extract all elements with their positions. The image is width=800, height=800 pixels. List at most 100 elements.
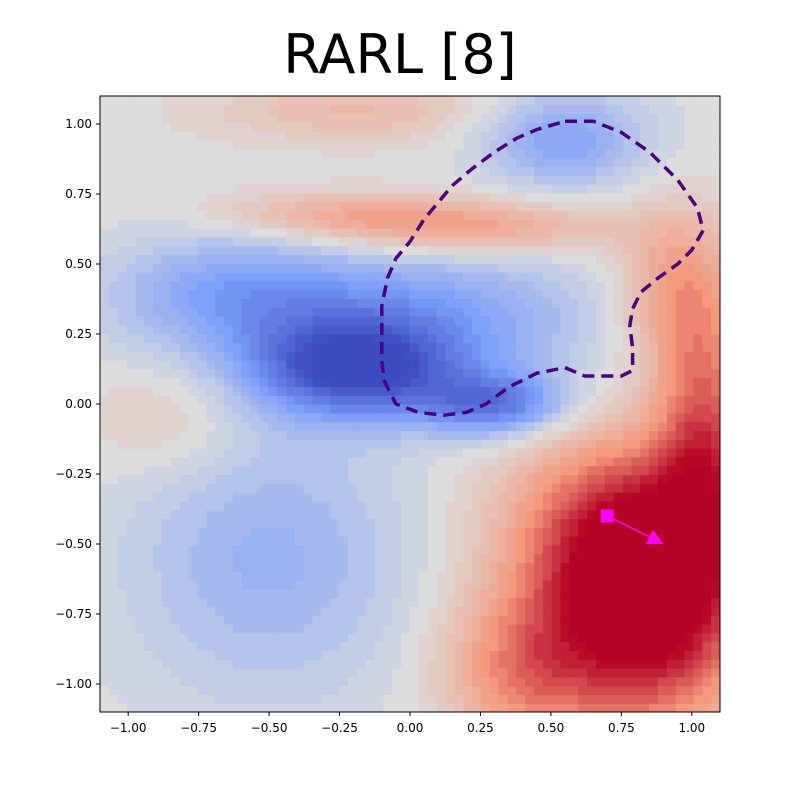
heat-cell — [126, 456, 137, 467]
heat-cell — [144, 122, 154, 132]
heat-cell — [286, 456, 296, 467]
heat-cell — [587, 456, 597, 467]
heat-cell — [241, 289, 252, 299]
heat-cell — [472, 333, 482, 343]
heat-cell — [215, 448, 225, 458]
heat-cell — [268, 421, 278, 431]
heat-cell — [250, 685, 261, 695]
heat-cell — [596, 632, 606, 643]
heat-cell — [224, 650, 234, 660]
heat-cell — [410, 254, 420, 264]
heat-cell — [622, 571, 633, 581]
heat-cell — [153, 236, 163, 247]
heat-cell — [268, 368, 278, 379]
heat-cell — [250, 404, 261, 414]
heat-cell — [392, 272, 402, 282]
heat-cell — [108, 500, 119, 511]
heat-cell — [135, 606, 145, 616]
heat-cell — [684, 518, 695, 528]
heat-cell — [232, 544, 243, 555]
heat-cell — [578, 650, 588, 660]
heat-cell — [259, 316, 269, 326]
heat-cell — [489, 386, 500, 396]
heat-cell — [693, 509, 703, 519]
heat-cell — [303, 351, 314, 361]
heat-cell — [312, 412, 323, 423]
heat-cell — [356, 360, 367, 370]
heat-cell — [170, 465, 181, 475]
heat-cell — [126, 650, 137, 660]
heat-cell — [277, 210, 287, 220]
heat-cell — [153, 527, 163, 537]
heat-cell — [197, 492, 207, 502]
heat-cell — [356, 483, 367, 493]
heat-cell — [277, 448, 287, 458]
heat-cell — [622, 404, 633, 414]
heat-cell — [170, 606, 181, 616]
heat-cell — [144, 492, 154, 502]
heat-cell — [551, 122, 562, 132]
heat-cell — [711, 377, 720, 387]
heat-cell — [436, 562, 447, 572]
heat-cell — [711, 500, 720, 511]
heat-cell — [321, 421, 331, 431]
heat-cell — [569, 588, 579, 599]
heat-cell — [711, 668, 720, 678]
heat-cell — [170, 166, 181, 176]
heat-cell — [649, 386, 659, 396]
heat-cell — [560, 456, 571, 467]
heat-cell — [108, 659, 119, 669]
heat-cell — [100, 685, 110, 695]
heat-cell — [445, 175, 455, 185]
heat-cell — [232, 131, 243, 141]
heat-cell — [684, 201, 695, 211]
heat-cell — [569, 228, 579, 238]
heat-cell — [569, 184, 579, 194]
heat-cell — [144, 641, 154, 651]
heat-cell — [658, 676, 668, 687]
heat-cell — [206, 632, 216, 643]
heat-cell — [542, 201, 553, 211]
heat-cell — [418, 316, 429, 326]
heat-cell — [666, 289, 677, 299]
heat-cell — [294, 703, 305, 712]
heat-cell — [525, 104, 535, 115]
heat-cell — [507, 201, 517, 211]
heat-cell — [551, 456, 562, 467]
heat-cell — [463, 430, 473, 440]
heat-cell — [507, 421, 517, 431]
heat-cell — [658, 254, 668, 264]
heat-cell — [330, 659, 340, 669]
heat-cell — [454, 157, 464, 167]
heat-cell — [551, 615, 562, 625]
heat-cell — [463, 377, 473, 387]
heat-cell — [383, 148, 393, 159]
heat-cell — [321, 210, 331, 220]
heat-cell — [330, 280, 340, 291]
heat-cell — [498, 263, 509, 273]
heat-cell — [259, 553, 269, 563]
heat-cell — [649, 113, 659, 123]
heat-cell — [188, 421, 199, 431]
heat-cell — [294, 659, 305, 669]
heat-cell — [551, 324, 562, 335]
heat-cell — [303, 439, 314, 449]
heat-cell — [356, 465, 367, 475]
heat-cell — [649, 562, 659, 572]
heat-cell — [596, 588, 606, 599]
heat-cell — [489, 254, 500, 264]
heat-cell — [126, 280, 137, 291]
heat-cell — [117, 500, 128, 511]
heat-cell — [578, 157, 588, 167]
heat-cell — [551, 562, 562, 572]
heat-cell — [631, 228, 641, 238]
heat-cell — [286, 210, 296, 220]
heat-cell — [675, 439, 686, 449]
heat-cell — [392, 404, 402, 414]
heat-cell — [410, 192, 420, 203]
heat-cell — [206, 263, 216, 273]
heat-cell — [534, 421, 544, 431]
heat-cell — [658, 219, 668, 229]
heat-cell — [560, 131, 571, 141]
heat-cell — [631, 377, 641, 387]
